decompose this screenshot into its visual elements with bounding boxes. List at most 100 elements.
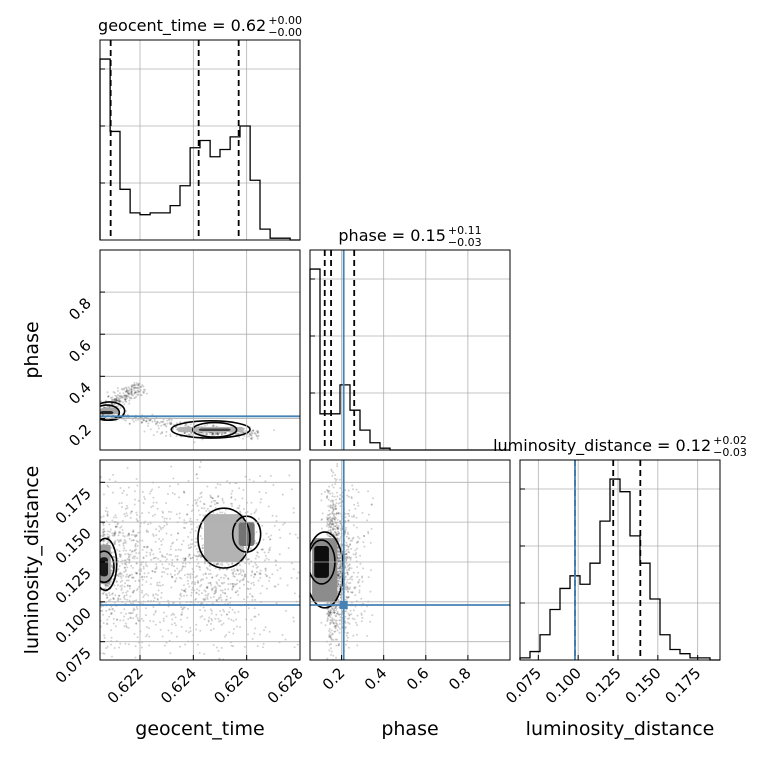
sample-point <box>337 625 340 628</box>
sample-point <box>112 473 115 476</box>
sample-point <box>329 513 332 516</box>
sample-point <box>321 512 324 515</box>
sample-point <box>349 609 352 612</box>
sample-point <box>328 525 331 528</box>
sample-point <box>259 569 262 572</box>
sample-point <box>120 387 123 390</box>
sample-point <box>231 583 234 586</box>
sample-point <box>333 477 336 480</box>
sample-point <box>256 435 259 438</box>
sample-point <box>196 477 199 480</box>
sample-point <box>182 557 185 560</box>
sample-point <box>336 465 339 468</box>
sample-point <box>135 548 138 551</box>
sample-point <box>351 617 354 620</box>
sample-point <box>337 574 340 577</box>
sample-point <box>338 553 341 556</box>
sample-point <box>112 390 115 393</box>
histogram-geocent_time <box>99 58 300 241</box>
sample-point <box>261 548 264 551</box>
sample-point <box>333 518 336 521</box>
sample-point <box>325 495 328 498</box>
sample-point <box>182 490 185 493</box>
sample-point <box>338 642 341 645</box>
sample-point <box>251 599 254 602</box>
sample-point <box>257 556 260 559</box>
sample-point <box>203 598 206 601</box>
sample-point <box>122 596 125 599</box>
sample-point <box>224 598 227 601</box>
sample-point <box>119 486 122 489</box>
sample-point <box>183 431 186 434</box>
sample-point <box>328 643 331 646</box>
sample-point <box>149 418 152 421</box>
sample-point <box>339 572 342 575</box>
sample-point <box>113 398 116 401</box>
sample-point <box>226 577 229 580</box>
sample-point <box>337 584 340 587</box>
sample-point <box>255 508 258 511</box>
sample-point <box>114 399 117 402</box>
sample-point <box>115 399 118 402</box>
sample-point <box>330 523 333 526</box>
sample-point <box>210 609 213 612</box>
sample-point <box>329 611 332 614</box>
sample-point <box>142 619 145 622</box>
sample-point <box>158 537 161 540</box>
sample-point <box>186 576 189 579</box>
sample-point <box>256 565 259 568</box>
sample-point <box>127 486 130 489</box>
sample-point <box>230 568 233 571</box>
sample-point <box>115 395 118 398</box>
sample-point <box>209 622 212 625</box>
sample-point <box>213 563 216 566</box>
sample-point <box>190 538 193 541</box>
sample-point <box>113 533 116 536</box>
sample-point <box>189 626 192 629</box>
sample-point <box>127 390 130 393</box>
sample-point <box>330 468 333 471</box>
sample-point <box>267 536 270 539</box>
sample-point <box>115 396 118 399</box>
sample-point <box>180 543 183 546</box>
sample-point <box>102 524 105 527</box>
sample-point <box>232 575 235 578</box>
sample-point <box>345 610 348 613</box>
sample-point <box>124 515 127 518</box>
sample-point <box>214 617 217 620</box>
sample-point <box>182 539 185 542</box>
sample-point <box>130 390 133 393</box>
sample-point <box>147 594 150 597</box>
sample-point <box>330 638 333 641</box>
sample-point <box>207 573 210 576</box>
x-tick-label: 0.075 <box>502 664 545 707</box>
title-minus: −0.03 <box>448 236 482 249</box>
sample-point <box>154 570 157 573</box>
sample-point <box>184 557 187 560</box>
sample-point <box>102 592 105 595</box>
sample-point <box>212 644 215 647</box>
sample-point <box>193 441 196 444</box>
sample-point <box>244 562 247 565</box>
sample-point <box>255 542 258 545</box>
sample-point <box>115 525 118 528</box>
sample-point <box>338 573 341 576</box>
sample-point <box>116 618 119 621</box>
sample-point <box>195 555 198 558</box>
sample-point <box>327 534 330 537</box>
sample-point <box>122 392 125 395</box>
sample-point <box>134 419 137 422</box>
sample-point <box>168 553 171 556</box>
sample-point <box>328 633 331 636</box>
sample-point <box>331 527 334 530</box>
sample-point <box>345 548 348 551</box>
title-text: phase = 0.15 <box>338 226 445 245</box>
sample-point <box>337 567 340 570</box>
sample-point <box>206 586 209 589</box>
sample-point <box>150 549 153 552</box>
sample-point <box>202 546 205 549</box>
title-plus: +0.02 <box>713 434 747 447</box>
sample-point <box>349 558 352 561</box>
sample-point <box>112 597 115 600</box>
sample-point <box>149 428 152 431</box>
